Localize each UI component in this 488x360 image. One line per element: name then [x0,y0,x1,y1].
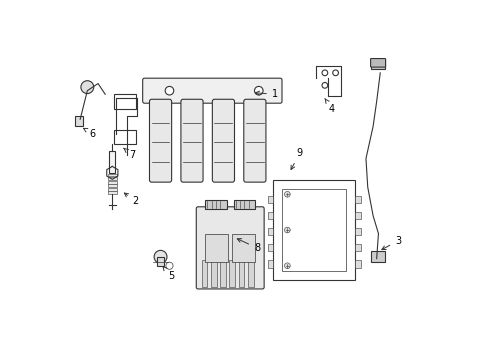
Circle shape [81,81,94,94]
Bar [201,260,207,287]
FancyBboxPatch shape [149,99,171,182]
FancyBboxPatch shape [212,99,234,182]
Bar [282,189,346,271]
Bar [205,234,228,262]
Bar [233,200,255,208]
Circle shape [284,263,290,269]
Circle shape [322,70,327,76]
FancyBboxPatch shape [370,59,385,67]
Bar [108,181,116,184]
Text: 3: 3 [381,236,400,249]
Text: 1: 1 [255,89,277,99]
Circle shape [165,86,173,95]
Bar [231,234,255,262]
Text: 9: 9 [290,148,302,170]
Bar [114,130,135,144]
Bar [267,212,272,219]
Bar [354,244,360,251]
Bar [267,196,272,203]
Bar [354,212,360,219]
Bar [247,260,253,287]
Circle shape [322,82,327,88]
Bar [108,177,116,180]
Text: 4: 4 [324,99,334,113]
Bar [108,174,116,176]
Bar [157,257,164,266]
Bar [354,228,360,235]
Bar [114,94,135,109]
Bar [75,116,82,126]
Bar [354,260,360,267]
Bar [370,251,384,262]
Bar [109,152,115,173]
Text: 2: 2 [124,193,139,206]
FancyBboxPatch shape [196,207,264,289]
FancyBboxPatch shape [181,99,203,182]
Circle shape [332,70,338,76]
Bar [238,260,244,287]
FancyBboxPatch shape [244,99,265,182]
Bar [354,196,360,203]
Bar [220,260,225,287]
Bar [108,188,116,191]
FancyBboxPatch shape [142,78,282,103]
Bar [267,244,272,251]
Circle shape [154,250,166,263]
Bar [267,228,272,235]
Bar [108,192,116,194]
Text: 5: 5 [163,266,174,282]
Bar [205,200,226,208]
Text: 7: 7 [123,148,135,160]
Circle shape [284,192,290,197]
Text: 6: 6 [83,128,96,139]
Circle shape [254,86,263,95]
Circle shape [284,227,290,233]
Circle shape [165,262,173,269]
Bar [267,260,272,267]
Bar [229,260,235,287]
Bar [370,59,384,69]
Bar [210,260,216,287]
Bar [272,180,354,280]
Bar [108,184,116,187]
Text: 8: 8 [237,239,260,253]
